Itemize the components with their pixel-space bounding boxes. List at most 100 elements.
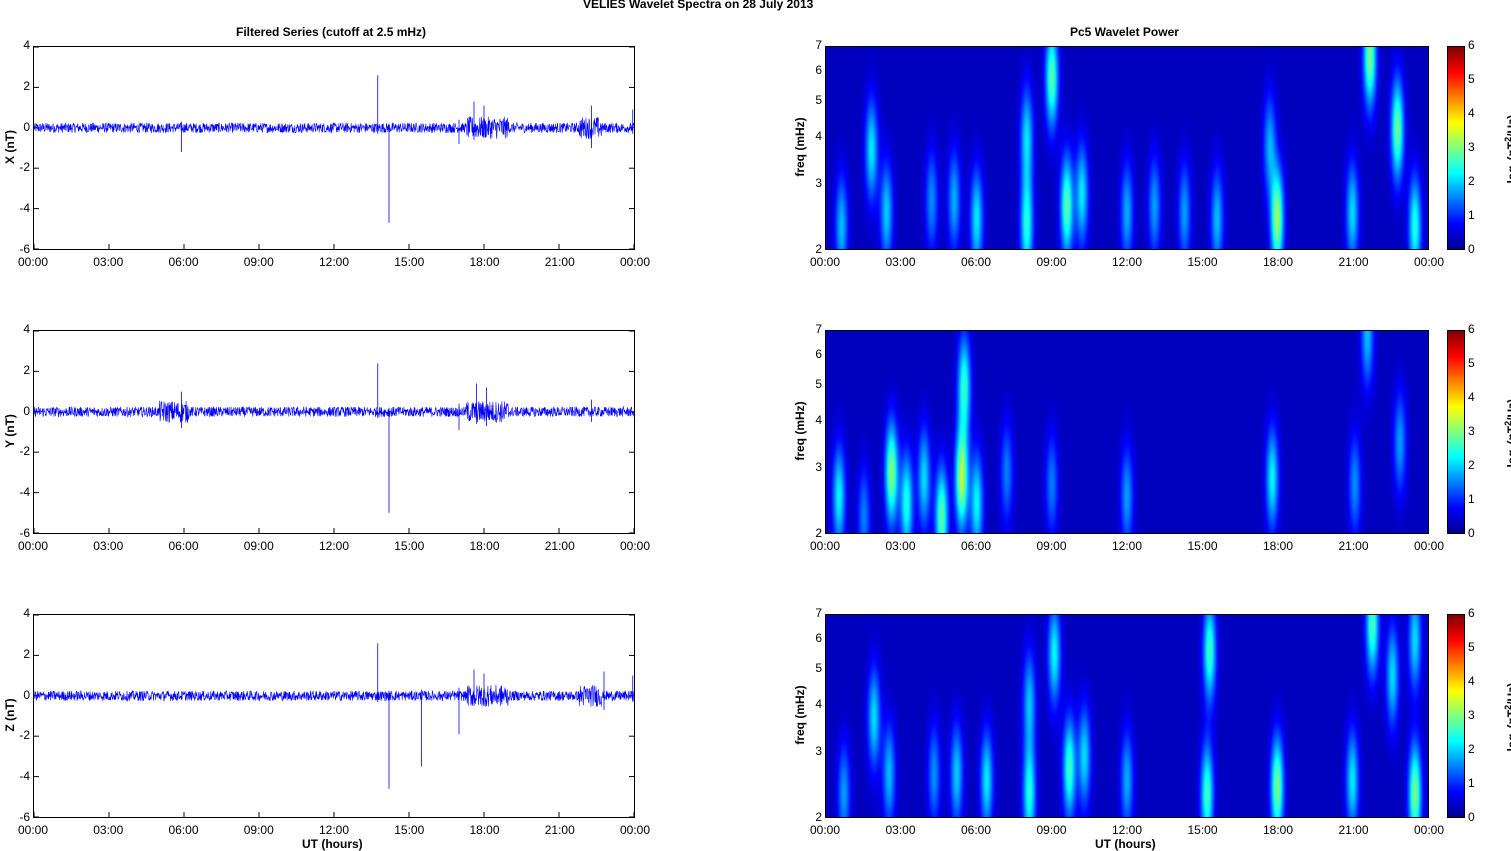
- series-y-ytick-label: -2: [19, 444, 30, 459]
- spectrum-3-colorbar-tick-label: 0: [1468, 810, 1475, 824]
- right-column-title: Pc5 Wavelet Power: [1070, 25, 1179, 39]
- spectrum-3-ytick-label: 5: [815, 660, 822, 675]
- series-y-ytick-label: -4: [19, 485, 30, 500]
- series-z-xtick-label: 18:00: [469, 823, 500, 837]
- spectrum-2-xtick-label: 06:00: [961, 539, 992, 553]
- series-x-svg: [34, 47, 634, 249]
- colorbar-label-part: log: [1504, 733, 1511, 752]
- spectrum-3-colorbar: [1447, 614, 1465, 818]
- series-x-ytick-label: -2: [19, 160, 30, 175]
- series-x-plot: [33, 46, 635, 250]
- spectrum-2-ytick-label: 5: [815, 376, 822, 391]
- series-y-xtick-label: 00:00: [18, 539, 49, 553]
- spectrum-3-xtick-label: 18:00: [1263, 823, 1294, 837]
- series-z-ytick-label: -4: [19, 769, 30, 784]
- spectrum-2-xtick-label: 09:00: [1036, 539, 1067, 553]
- series-z-ytick-label: 0: [23, 687, 30, 702]
- series-y-ylabel: Y (nT): [3, 414, 17, 448]
- series-y-xtick-label: 09:00: [243, 539, 274, 553]
- series-z-xtick-label: 12:00: [319, 823, 350, 837]
- spectrum-3-xtick-label: 06:00: [961, 823, 992, 837]
- spectrum-2-colorbar: [1447, 330, 1465, 534]
- spectrum-3-xtick-label: 15:00: [1187, 823, 1218, 837]
- series-x-ytick-label: 0: [23, 119, 30, 134]
- spectrum-1-colorbar-tick-label: 6: [1468, 38, 1475, 52]
- spectrum-1-ytick-label: 3: [815, 175, 822, 190]
- colorbar-label-part: 2: [1503, 705, 1511, 710]
- spectrum-3-xtick-label: 00:00: [1414, 823, 1445, 837]
- series-x-ytick-label: 4: [23, 38, 30, 52]
- series-x-xtick-label: 00:00: [18, 255, 49, 269]
- series-x-xtick-label: 06:00: [168, 255, 199, 269]
- series-y-xtick-label: 06:00: [168, 539, 199, 553]
- spectrum-2-ytick-label: 2: [815, 526, 822, 540]
- series-z-trace: [34, 684, 634, 707]
- spectrum-1-heatmap: [826, 47, 1428, 249]
- series-x-ytick-label: -4: [19, 201, 30, 216]
- spectrum-2-colorbar-label: log2(nT2/Hz): [1503, 388, 1511, 478]
- spectrum-2-colorbar-tick-label: 1: [1468, 492, 1475, 506]
- series-y-trace: [34, 400, 634, 423]
- spectrum-2-ytick-label: 7: [815, 322, 822, 336]
- series-z-xlabel: UT (hours): [302, 837, 363, 851]
- spectrum-2-colorbar-tick-label: 2: [1468, 458, 1475, 472]
- spectrum-3-xtick-label: 12:00: [1112, 823, 1143, 837]
- spectrum-2-plot: [825, 330, 1429, 534]
- colorbar-label-part: 2: [1503, 421, 1511, 426]
- series-z-xtick-label: 21:00: [544, 823, 575, 837]
- spectrum-1-ylabel: freq (mHz): [793, 117, 807, 177]
- spectrum-3-xtick-label: 21:00: [1338, 823, 1369, 837]
- series-z-ytick-label: 2: [23, 646, 30, 661]
- series-z-xtick-label: 00:00: [620, 823, 651, 837]
- spectrum-1-colorbar-tick-label: 1: [1468, 208, 1475, 222]
- colorbar-label-part: 2: [1503, 137, 1511, 142]
- spectrum-2-colorbar-tick-label: 0: [1468, 526, 1475, 540]
- spectrum-1-colorbar-tick-label: 5: [1468, 72, 1475, 86]
- colorbar-label-part: (nT: [1504, 709, 1511, 729]
- spectrum-2-colorbar-tick-label: 4: [1468, 390, 1475, 404]
- colorbar-label-part: (nT: [1504, 425, 1511, 445]
- spectrum-2-xtick-label: 00:00: [1414, 539, 1445, 553]
- spectrum-1-colorbar-label: log2(nT2/Hz): [1503, 104, 1511, 194]
- spectrum-3-colorbar-tick-label: 2: [1468, 742, 1475, 756]
- series-z-xtick-label: 15:00: [394, 823, 425, 837]
- spectrum-1-xtick-label: 09:00: [1036, 255, 1067, 269]
- spectrum-3-xlabel: UT (hours): [1095, 837, 1156, 851]
- spectrum-1-colorbar-tick-label: 4: [1468, 106, 1475, 120]
- series-x-xtick-label: 15:00: [394, 255, 425, 269]
- spectrum-3-colorbar-tick-label: 5: [1468, 640, 1475, 654]
- spectrum-1-ytick-label: 4: [815, 129, 822, 144]
- spectrum-1-xtick-label: 03:00: [885, 255, 916, 269]
- colorbar-label-part: /Hz): [1504, 114, 1511, 137]
- series-y-ytick-label: 0: [23, 403, 30, 418]
- spectrum-3-ytick-label: 7: [815, 606, 822, 620]
- spectrum-3-ytick-label: 2: [815, 810, 822, 824]
- spectrum-3-xtick-label: 00:00: [810, 823, 841, 837]
- colorbar-label-part: /Hz): [1504, 682, 1511, 705]
- spectrum-2-colorbar-tick-label: 3: [1468, 424, 1475, 438]
- spectrum-1-ytick-label: 7: [815, 38, 822, 52]
- spectrum-2-xtick-label: 12:00: [1112, 539, 1143, 553]
- spectrum-2-xtick-label: 18:00: [1263, 539, 1294, 553]
- spectrum-3-ylabel: freq (mHz): [793, 685, 807, 745]
- series-y-xtick-label: 12:00: [319, 539, 350, 553]
- spectrum-3-plot: [825, 614, 1429, 818]
- series-y-xtick-label: 00:00: [620, 539, 651, 553]
- spectrum-1-colorbar: [1447, 46, 1465, 250]
- spectrum-1-xtick-label: 06:00: [961, 255, 992, 269]
- spectrum-3-xtick-label: 03:00: [885, 823, 916, 837]
- series-z-xtick-label: 06:00: [168, 823, 199, 837]
- series-x-xtick-label: 18:00: [469, 255, 500, 269]
- spectrum-2-colorbar-tick-label: 5: [1468, 356, 1475, 370]
- spectrum-1-colorbar-tick-label: 2: [1468, 174, 1475, 188]
- series-x-ytick-label: 2: [23, 78, 30, 93]
- spectrum-2-ytick-label: 6: [815, 347, 822, 362]
- spectrum-1-colorbar-tick-label: 3: [1468, 140, 1475, 154]
- series-x-xtick-label: 03:00: [93, 255, 124, 269]
- spectrum-2-heatmap: [826, 331, 1428, 533]
- series-x-ytick-label: -6: [19, 242, 30, 256]
- spectrum-3-ytick-label: 6: [815, 631, 822, 646]
- series-y-xtick-label: 15:00: [394, 539, 425, 553]
- colorbar-label-part: (nT: [1504, 141, 1511, 161]
- spectrum-3-heatmap: [826, 615, 1428, 817]
